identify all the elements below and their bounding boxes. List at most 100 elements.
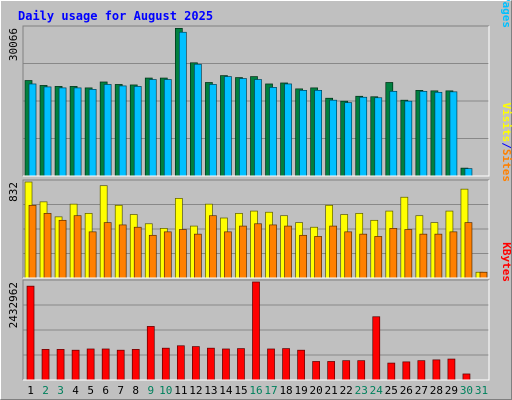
x-tick-label: 25	[385, 384, 398, 397]
kbytes-bar	[417, 360, 426, 381]
kbytes-bar	[357, 360, 366, 381]
kbytes-bar	[192, 346, 200, 381]
kbytes-bar	[447, 358, 456, 381]
panel-bevel-light	[23, 26, 490, 177]
sites-bar	[419, 233, 428, 279]
x-tick-label: 5	[87, 384, 94, 397]
panel-legend: Visits/Sites	[500, 103, 512, 183]
files-bar	[269, 87, 277, 177]
x-tick-label: 27	[415, 384, 428, 397]
sites-bar	[314, 236, 322, 279]
kbytes-bar	[297, 349, 305, 381]
panel-bevel-light	[23, 180, 490, 279]
x-tick-label: 11	[174, 384, 187, 397]
sites-bar	[449, 231, 458, 279]
x-tick-label: 29	[445, 384, 458, 397]
files-bar	[254, 79, 262, 177]
legend-entry: /	[500, 142, 512, 149]
files-bar	[404, 100, 413, 177]
sites-bar	[374, 236, 383, 279]
x-tick-label: 9	[147, 384, 154, 397]
sites-bar	[464, 222, 473, 279]
sites-bar	[344, 231, 353, 279]
kbytes-bar	[41, 349, 50, 381]
panel-bevel-dark	[22, 279, 489, 380]
x-tick-label: 14	[219, 384, 233, 397]
files-bar	[344, 102, 353, 177]
kbytes-bar	[267, 348, 275, 381]
sites-bar	[359, 233, 368, 279]
files-bar	[133, 86, 142, 177]
kbytes-bar	[237, 348, 245, 381]
panel-bevel-light	[23, 280, 490, 381]
x-tick-label: 18	[279, 384, 292, 397]
files-bar	[329, 99, 338, 177]
sites-bar	[284, 225, 292, 279]
sites-bar	[118, 224, 127, 279]
x-tick-label: 31	[475, 384, 488, 397]
kbytes-bar	[327, 361, 336, 381]
files-bar	[464, 168, 473, 177]
sites-bar	[269, 224, 277, 279]
sites-bar	[299, 234, 307, 279]
files-bar	[239, 78, 247, 177]
x-tick-label: 2	[42, 384, 49, 397]
x-tick-label: 7	[117, 384, 124, 397]
kbytes-bar	[176, 345, 185, 381]
x-tick-label: 3	[57, 384, 64, 397]
legend-entry: Pages	[500, 0, 512, 28]
sites-bar	[329, 225, 338, 279]
files-bar	[449, 91, 458, 177]
x-axis-labels: 1 2 3 4 5 6 7 8 9 10 11 12 13 14 15 16 17 18 19 20 21 22 23 24 2…	[27, 384, 488, 397]
kbytes-bar	[101, 348, 110, 381]
files-bar	[374, 97, 383, 177]
x-tick-label: 13	[204, 384, 217, 397]
kbytes-bar	[402, 361, 411, 381]
sites-bar	[404, 229, 413, 279]
kbytes-bar	[222, 348, 230, 381]
legend-entry: KBytes	[500, 242, 512, 282]
sites-bar	[103, 222, 112, 279]
kbytes-bar	[462, 373, 471, 381]
x-tick-label: 1	[27, 384, 34, 397]
x-tick-label: 16	[249, 384, 262, 397]
x-tick-label: 6	[102, 384, 109, 397]
files-bar	[434, 91, 443, 177]
sites-bar	[88, 231, 97, 279]
sites-bar	[224, 231, 232, 279]
x-tick-label: 22	[340, 384, 353, 397]
files-bar	[118, 85, 127, 177]
panel-bevel-dark	[22, 179, 489, 278]
files-bar	[43, 86, 52, 177]
files-bar	[224, 76, 232, 177]
sites-bar	[73, 215, 82, 279]
kbytes-bar	[342, 360, 351, 381]
legend-entry: Visits	[500, 103, 512, 143]
kbytes-bar	[131, 349, 140, 381]
files-bar	[88, 89, 97, 177]
sites-bar	[389, 228, 398, 279]
files-bar	[389, 90, 398, 177]
x-tick-label: 20	[310, 384, 323, 397]
x-tick-label: 26	[400, 384, 413, 397]
kbytes-bar	[432, 359, 441, 381]
kbytes-bar	[146, 326, 155, 381]
files-bar	[58, 87, 67, 177]
files-bar	[419, 90, 428, 177]
sites-bar	[58, 219, 67, 279]
files-bar	[103, 84, 112, 177]
kbytes-bar	[116, 349, 125, 381]
files-bar	[194, 63, 202, 177]
sites-bar	[178, 229, 187, 279]
files-bar	[73, 87, 82, 177]
chart-title: Daily usage for August 2025	[18, 9, 213, 23]
kbytes-bar	[282, 348, 290, 381]
kbytes-bar	[207, 347, 215, 381]
panel-kbytes: 2432962 KBytes	[7, 242, 512, 381]
sites-bar	[163, 231, 172, 279]
kbytes-bar	[312, 361, 320, 381]
kbytes-bar	[252, 281, 260, 381]
files-bar	[28, 83, 37, 177]
